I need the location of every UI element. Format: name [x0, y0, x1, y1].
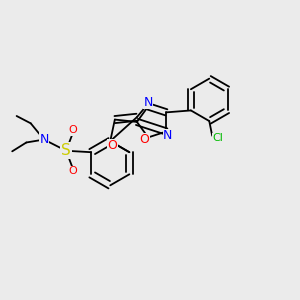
Text: N: N [163, 129, 172, 142]
Text: N: N [143, 95, 153, 109]
Text: Cl: Cl [212, 133, 223, 143]
Text: N: N [39, 133, 49, 146]
Text: O: O [69, 125, 77, 135]
Text: S: S [61, 143, 71, 158]
Text: O: O [69, 166, 77, 176]
Text: O: O [140, 133, 150, 146]
Text: O: O [108, 140, 118, 152]
